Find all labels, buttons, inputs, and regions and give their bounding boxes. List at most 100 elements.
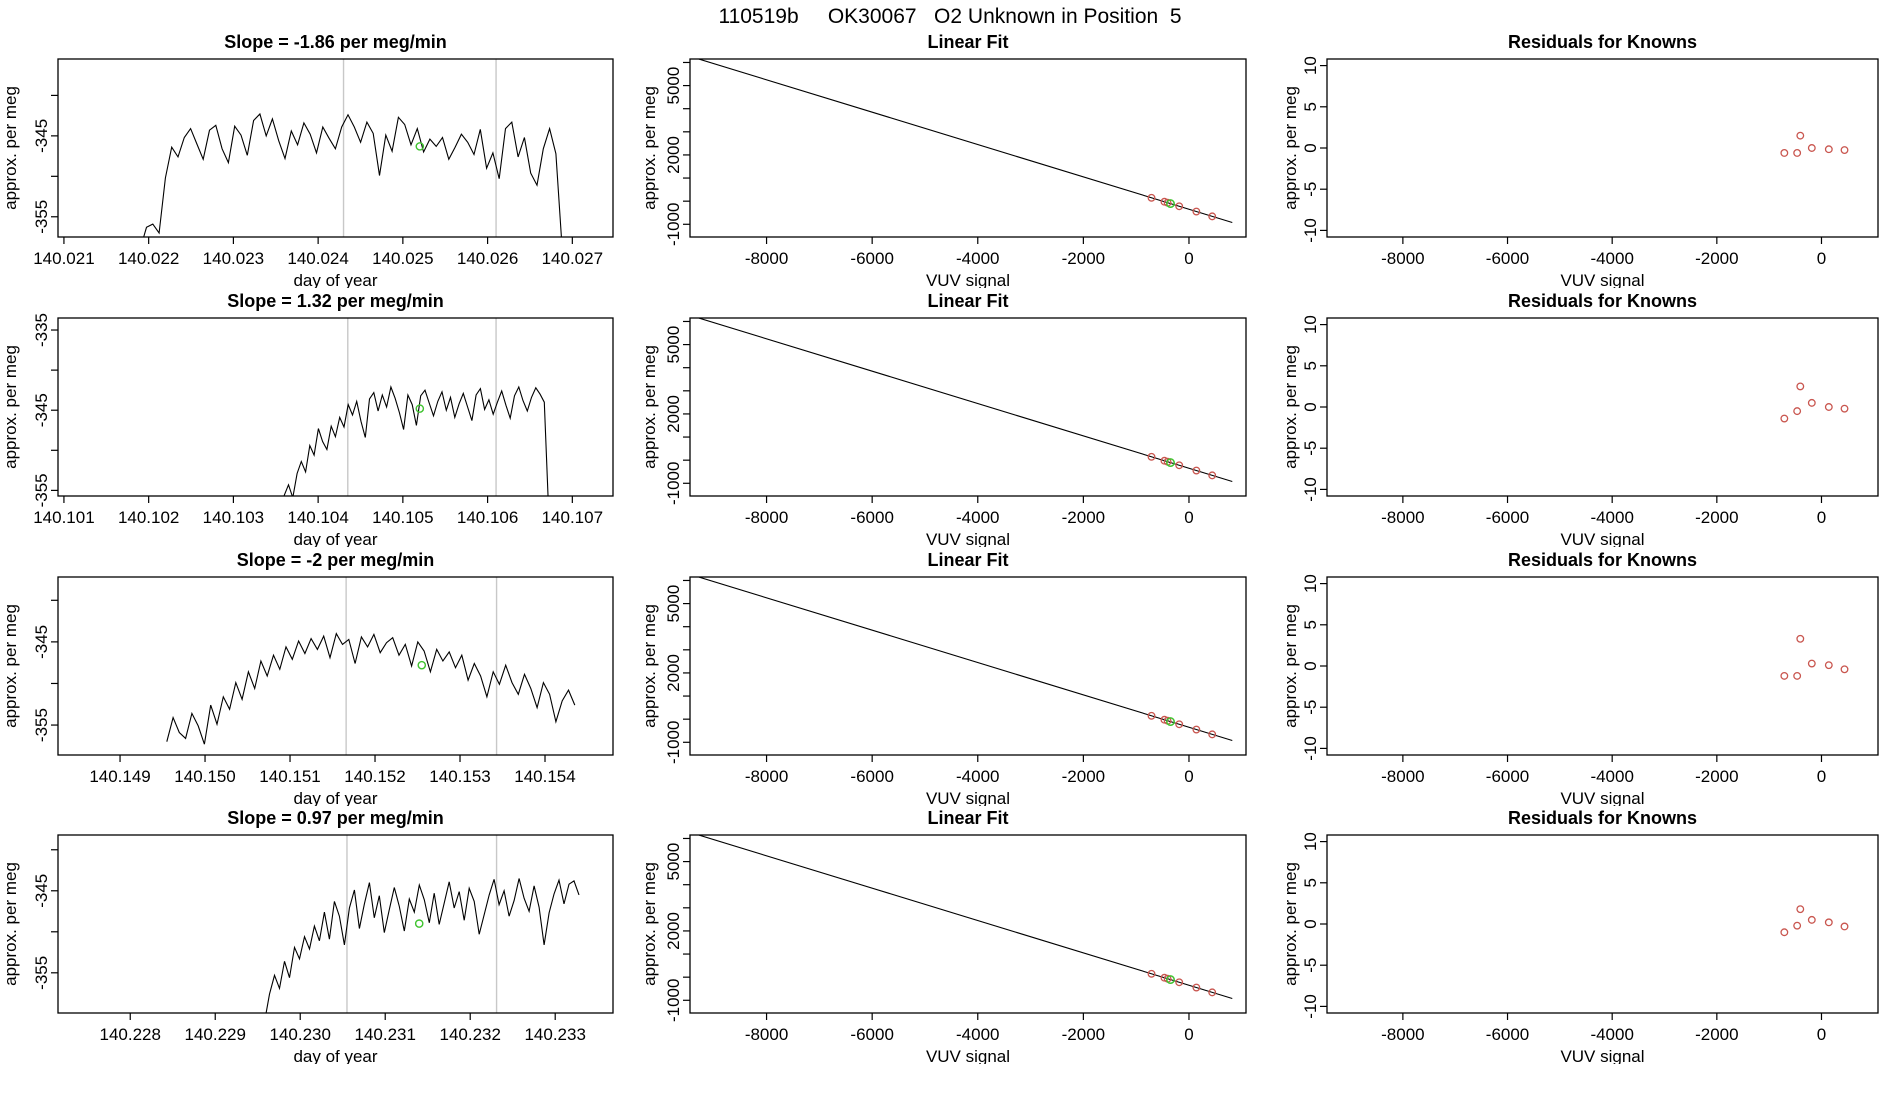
x-tick-label: -4000 [1590,508,1633,527]
x-tick-label: -8000 [1381,767,1424,786]
x-tick-label: 140.023 [203,249,264,268]
x-axis-label: VUV signal [1560,530,1644,547]
panel-title: Residuals for Knowns [1508,32,1697,52]
plot-box [1326,576,1879,756]
fit-line [698,318,1233,483]
x-tick-label: -4000 [956,767,999,786]
x-tick-label: 0 [1184,249,1193,268]
x-axis-label: day of year [293,789,377,806]
y-tick-label: -1000 [664,203,683,246]
residual-point [1793,407,1802,416]
plot-area [1780,131,1849,157]
panel-linear-fit-row4: -8000 -6000 -4000 -2000 0 -1000 2000 5000 Linear… [640,808,1247,1064]
x-tick-label: -6000 [850,767,893,786]
y-axis-label: approx. per meg [640,86,659,210]
fit-line [698,835,1233,1000]
y-tick-label: 10 [1301,832,1320,851]
residual-point [1840,404,1849,413]
known-sample-point [1208,988,1217,997]
x-axis-label: VUV signal [1560,1047,1644,1064]
x-tick-label: -4000 [1590,767,1633,786]
plot-area [698,318,1233,483]
known-sample-point [1175,720,1184,729]
residual-point [1824,661,1833,670]
plot-area [143,59,562,237]
plot-area [265,835,580,1013]
known-sample-point [1192,466,1201,475]
known-sample-point [1175,202,1184,211]
y-tick-label: 5000 [664,843,683,881]
y-tick-label: -345 [32,625,51,659]
x-tick-label: -6000 [850,249,893,268]
x-tick-label: -6000 [1486,1025,1529,1044]
x-tick-label: 140.022 [118,249,179,268]
y-axis-label: approx. per meg [640,604,659,728]
x-axis-label: VUV signal [926,271,1010,288]
x-tick-label: 140.149 [89,767,150,786]
y-tick-label: 5000 [664,67,683,105]
x-axis-label: VUV signal [926,1047,1010,1064]
residual-point [1807,144,1816,152]
known-sample-point [1147,969,1156,978]
y-tick-label: -10 [1301,477,1320,502]
x-tick-label: -6000 [850,1025,893,1044]
plot-box [689,576,1247,756]
y-tick-label: -10 [1301,218,1320,243]
window-mean-marker [415,142,425,151]
x-tick-label: -6000 [850,508,893,527]
x-tick-label: -8000 [745,249,788,268]
known-sample-point [1147,711,1156,720]
plot-area [1780,905,1849,937]
y-tick-label: -1000 [664,462,683,505]
panel-title: Residuals for Knowns [1508,808,1697,828]
panel-linear-fit-row1: -8000 -6000 -4000 -2000 0 -1000 2000 5000 Linear… [640,32,1247,288]
x-tick-label: 140.102 [118,508,179,527]
plot-area [1780,382,1849,423]
y-axis-label: approx. per meg [1281,862,1300,986]
x-tick-label: 0 [1184,1025,1193,1044]
panel-residuals-row2: -8000 -6000 -4000 -2000 0 -10 -5 0 5 10 Residuals … [1281,291,1879,547]
residual-point [1824,145,1833,154]
x-tick-label: 140.233 [524,1025,585,1044]
y-tick-label: -345 [32,393,51,427]
unknown-sample-point [1166,199,1175,209]
residual-point [1796,905,1805,914]
panel-title: Slope = -2 per meg/min [237,550,435,570]
x-tick-label: -2000 [1062,767,1105,786]
panel-title: Slope = 0.97 per meg/min [227,808,444,828]
panel-title: Residuals for Knowns [1508,291,1697,311]
known-sample-point [1147,193,1156,202]
residual-point [1807,659,1816,668]
residual-point [1796,634,1805,643]
y-tick-label: -5 [1301,441,1320,456]
known-sample-point [1208,730,1217,739]
x-tick-label: 140.103 [203,508,264,527]
x-tick-label: -2000 [1062,1025,1105,1044]
y-tick-label: -355 [32,708,51,742]
residual-point [1780,671,1789,680]
x-axis-label: day of year [293,1047,377,1064]
y-tick-label: -345 [32,874,51,908]
x-tick-label: -4000 [1590,1025,1633,1044]
residual-point [1793,671,1802,680]
y-tick-label: -355 [32,200,51,234]
x-axis-label: VUV signal [1560,789,1644,806]
panel-timeseries-row4: 140.228 140.229 140.230 140.231 140.232 140.2… [1,808,614,1064]
plot-box [57,317,614,497]
plot-box [1326,834,1879,1014]
x-tick-label: 140.107 [542,508,603,527]
plot-area [166,577,576,755]
plot-area [283,318,549,496]
x-tick-label: 140.152 [344,767,405,786]
y-axis-label: approx. per meg [1,345,20,469]
plot-area [1780,634,1849,680]
x-tick-label: -8000 [745,1025,788,1044]
x-tick-label: 140.229 [185,1025,246,1044]
x-tick-label: 140.101 [33,508,94,527]
panel-title: Linear Fit [927,550,1008,570]
x-tick-label: 0 [1184,767,1193,786]
residual-point [1840,922,1849,931]
x-tick-label: 140.106 [457,508,518,527]
panel-timeseries-row2: 140.101 140.102 140.103 140.104 140.105 140.1… [1,291,614,547]
x-tick-label: -4000 [956,1025,999,1044]
